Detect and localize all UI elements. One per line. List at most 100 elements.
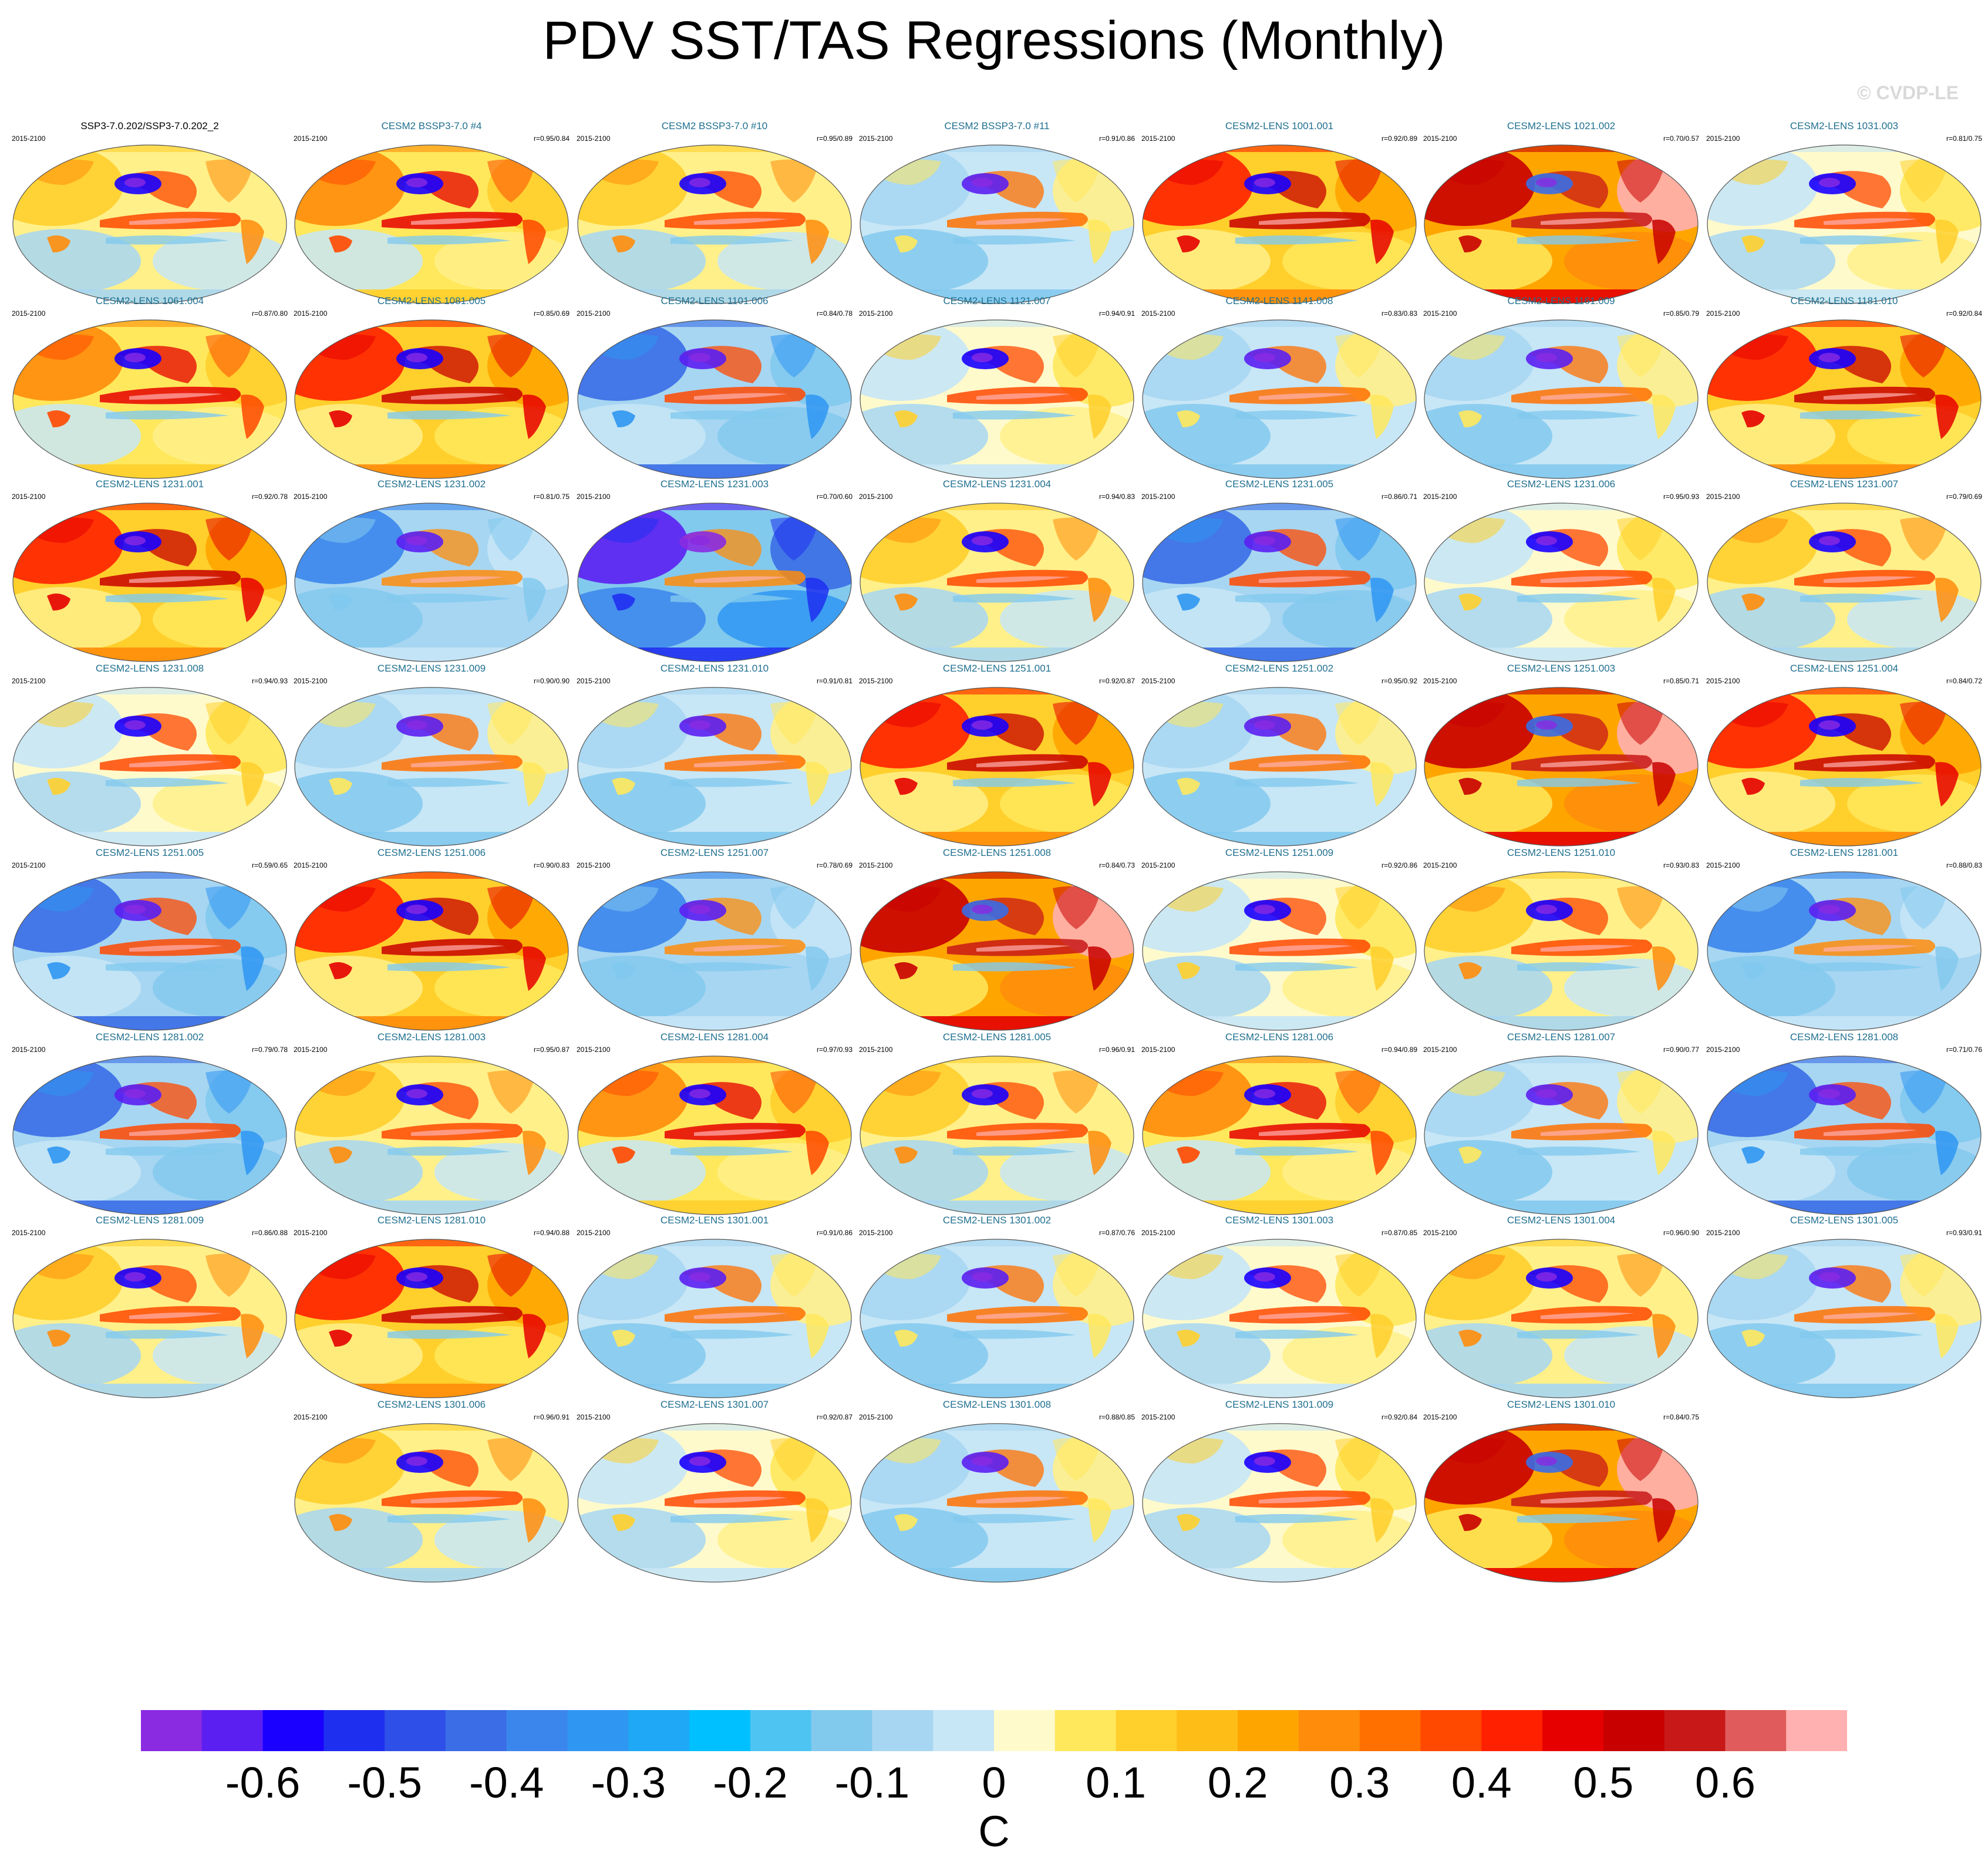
panel-title: CESM2-LENS 1301.006	[292, 1399, 571, 1411]
panel-correlation: r=0.81/0.75	[534, 493, 570, 501]
panel-correlation: r=0.93/0.83	[1663, 861, 1699, 869]
regression-panel: CESM2-LENS 1231.0072015-2100r=0.79/0.69	[1705, 478, 1983, 665]
panel-map	[577, 1055, 853, 1216]
colorbar-swatch	[1238, 1710, 1299, 1751]
map-field	[1394, 502, 1723, 665]
map-field	[0, 871, 311, 1034]
map-field	[1394, 686, 1723, 849]
panel-map	[577, 144, 853, 305]
panel-map	[294, 144, 570, 305]
panel-correlation: r=0.93/0.91	[1946, 1229, 1982, 1237]
panel-title: CESM2-LENS 1251.004	[1705, 663, 1983, 675]
cold-blob-core	[124, 720, 146, 730]
colorbar-swatch	[1055, 1710, 1116, 1751]
panel-title: CESM2-LENS 1231.001	[11, 478, 289, 490]
panel-correlation: r=0.84/0.73	[1099, 861, 1135, 869]
map-field	[547, 871, 876, 1034]
panel-period: 2015-2100	[1423, 1413, 1457, 1421]
cold-blob-core	[689, 1456, 710, 1466]
panel-map	[12, 686, 288, 847]
panel-map	[1706, 144, 1982, 305]
panel-correlation: r=0.94/0.93	[252, 677, 288, 685]
regression-panel: SSP3-7.0.202/SSP3-7.0.202_22015-2100	[11, 120, 289, 307]
panel-title: CESM2-LENS 1231.002	[292, 478, 571, 490]
panel-period: 2015-2100	[294, 1229, 327, 1237]
colorbar-swatch	[507, 1710, 568, 1751]
panel-period: 2015-2100	[12, 861, 45, 869]
cold-blob-core	[972, 1456, 993, 1466]
panel-correlation: r=0.86/0.71	[1382, 493, 1417, 501]
regression-panel: CESM2-LENS 1251.0042015-2100r=0.84/0.72	[1705, 663, 1983, 849]
panel-period: 2015-2100	[1423, 493, 1457, 501]
cold-blob-core	[124, 1089, 146, 1098]
panel-map	[859, 686, 1135, 847]
panel-map	[577, 1422, 853, 1583]
regression-panel: CESM2-LENS 1281.0022015-2100r=0.79/0.78	[11, 1031, 289, 1218]
panel-title: CESM2-LENS 1251.006	[292, 847, 571, 859]
panel-period: 2015-2100	[294, 1413, 327, 1421]
cold-blob-core	[1254, 1272, 1275, 1282]
panel-correlation: r=0.97/0.93	[817, 1046, 853, 1054]
map-field	[547, 319, 876, 482]
cold-blob-core	[406, 905, 427, 914]
colorbar-tick-label: 0.2	[1208, 1758, 1268, 1808]
panel-map	[294, 1055, 570, 1216]
colorbar	[141, 1710, 1847, 1751]
panel-title: CESM2-LENS 1231.009	[292, 663, 571, 675]
panel-title: CESM2-LENS 1281.006	[1140, 1031, 1418, 1043]
colorbar-tick-label: 0.1	[1086, 1758, 1146, 1808]
panel-period: 2015-2100	[577, 134, 610, 143]
cold-blob-core	[406, 536, 427, 545]
regression-panel: CESM2-LENS 1301.0092015-2100r=0.92/0.84	[1140, 1399, 1418, 1586]
colorbar-tick-label: -0.6	[225, 1758, 301, 1808]
panel-title: CESM2-LENS 1231.008	[11, 663, 289, 675]
panel-period: 2015-2100	[577, 1229, 610, 1237]
map-field	[1394, 144, 1723, 307]
panel-period: 2015-2100	[12, 677, 45, 685]
regression-panel: CESM2-LENS 1251.0102015-2100r=0.93/0.83	[1422, 847, 1700, 1034]
colorbar-swatch	[1603, 1710, 1664, 1751]
map-field	[264, 686, 593, 849]
map-field	[264, 1055, 593, 1218]
panel-map	[1423, 319, 1699, 480]
panel-title: CESM2-LENS 1251.005	[11, 847, 289, 859]
panel-period: 2015-2100	[12, 493, 45, 501]
regression-panel: CESM2-LENS 1161.0092015-2100r=0.85/0.79	[1422, 295, 1700, 482]
regression-panel: CESM2-LENS 1231.0092015-2100r=0.90/0.90	[292, 663, 571, 849]
panel-map	[1423, 1055, 1699, 1216]
panel-correlation: r=0.91/0.81	[817, 677, 853, 685]
regression-panel: CESM2-LENS 1001.0012015-2100r=0.92/0.89	[1140, 120, 1418, 307]
panel-title: CESM2-LENS 1181.010	[1705, 295, 1983, 307]
regression-panel: CESM2-LENS 1121.0072015-2100r=0.94/0.91	[858, 295, 1136, 482]
cold-blob-core	[689, 1089, 710, 1098]
regression-panel: CESM2-LENS 1021.0022015-2100r=0.70/0.57	[1422, 120, 1700, 307]
panel-period: 2015-2100	[1141, 134, 1175, 143]
panel-title: CESM2-LENS 1301.009	[1140, 1399, 1418, 1411]
map-field	[547, 1238, 876, 1401]
map-field	[1112, 144, 1441, 307]
map-field	[264, 144, 593, 307]
panel-correlation: r=0.92/0.87	[817, 1413, 853, 1421]
regression-panel: CESM2-LENS 1231.0032015-2100r=0.70/0.60	[575, 478, 854, 665]
map-field	[547, 686, 876, 849]
antarctic-band	[12, 1384, 288, 1401]
cold-blob-core	[689, 353, 710, 362]
regression-panel: CESM2-LENS 1301.0052015-2100r=0.93/0.91	[1705, 1215, 1983, 1401]
map-field	[264, 502, 593, 665]
regression-panel: CESM2-LENS 1251.0072015-2100r=0.78/0.69	[575, 847, 854, 1034]
map-field	[547, 502, 876, 665]
panel-title: CESM2-LENS 1231.003	[575, 478, 854, 490]
map-field	[1112, 1055, 1441, 1218]
colorbar-swatch	[689, 1710, 750, 1751]
regression-panel: CESM2-LENS 1231.0042015-2100r=0.94/0.83	[858, 478, 1136, 665]
panel-period: 2015-2100	[859, 1413, 892, 1421]
panel-correlation: r=0.95/0.89	[817, 134, 853, 143]
panel-title: CESM2-LENS 1301.010	[1422, 1399, 1700, 1411]
cold-blob-core	[406, 353, 427, 362]
panel-title: CESM2-LENS 1021.002	[1422, 120, 1700, 132]
regression-panel: CESM2-LENS 1301.0082015-2100r=0.88/0.85	[858, 1399, 1136, 1586]
panel-map	[577, 686, 853, 847]
map-field	[1112, 319, 1441, 482]
panel-correlation: r=0.96/0.91	[1099, 1046, 1135, 1054]
panel-period: 2015-2100	[1141, 1046, 1175, 1054]
